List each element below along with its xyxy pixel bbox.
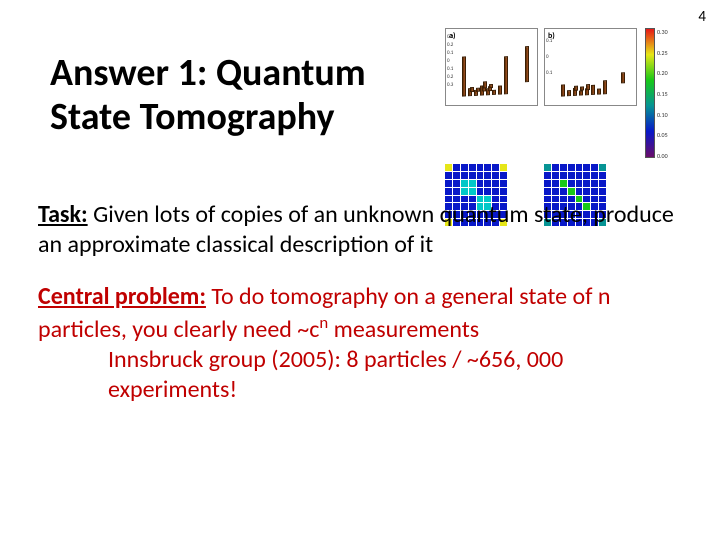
- detail-line-1: Innsbruck group (2005): 8 particles / ~6…: [108, 345, 678, 375]
- detail-line-2: experiments!: [108, 375, 678, 405]
- central-label: Central problem:: [38, 282, 206, 311]
- central-text-after: measurements: [328, 315, 479, 344]
- page-number: 4: [698, 8, 706, 26]
- slide-title: Answer 1: Quantum State Tomography: [50, 52, 430, 139]
- yticks-a: 0.30.20.100.10.20.3: [447, 33, 453, 89]
- body-text: Task: Given lots of copies of an unknown…: [38, 200, 678, 405]
- figure-area: a) 0.30.20.100.10.20.3 b) 0.100.1 0.300.…: [445, 28, 675, 226]
- colorbar: [645, 28, 655, 158]
- colorbar-ticks: 0.300.250.200.150.100.050.00: [657, 28, 668, 160]
- bar3d-panel-b: b) 0.100.1: [544, 28, 637, 106]
- task-label: Task:: [38, 200, 88, 229]
- yticks-b: 0.100.1: [546, 33, 552, 81]
- central-superscript: n: [319, 312, 328, 333]
- task-text: Given lots of copies of an unknown quant…: [38, 200, 674, 259]
- bar3d-panel-a: a) 0.30.20.100.10.20.3: [445, 28, 538, 106]
